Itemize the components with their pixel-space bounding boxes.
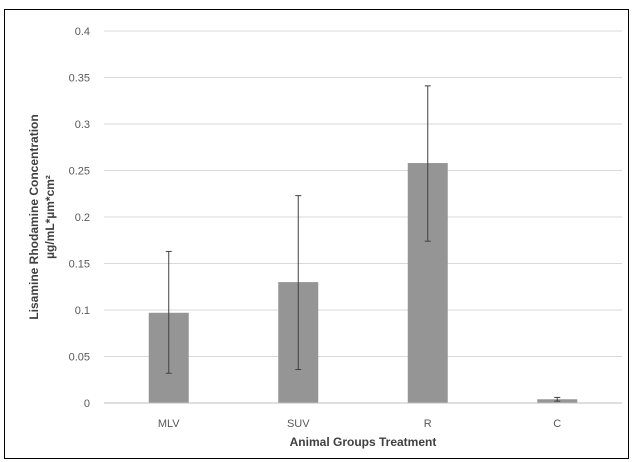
y-axis-title-line-1: Lisamine Rhodamine Concentration bbox=[27, 114, 41, 319]
bars bbox=[148, 163, 578, 403]
x-tick-label: MLV bbox=[158, 418, 180, 430]
y-tick-label: 0.4 bbox=[75, 26, 90, 38]
y-axis-title-line-2: µg/mL*µm*cm² bbox=[43, 175, 57, 259]
error-bar-suv bbox=[295, 195, 302, 371]
y-axis-tick-labels: 0 0.05 0.1 0.15 0.2 0.25 0.3 0.35 0.4 bbox=[69, 26, 90, 410]
y-tick-label: 0.2 bbox=[75, 212, 90, 224]
y-tick-label: 0.35 bbox=[69, 73, 90, 85]
error-bar-c bbox=[554, 396, 561, 402]
x-axis-tick-labels: MLV SUV R C bbox=[158, 418, 561, 430]
y-axis-title: Lisamine Rhodamine Concentration µg/mL*µ… bbox=[27, 114, 57, 319]
y-tick-label: 0.1 bbox=[75, 305, 90, 317]
gridlines bbox=[104, 30, 622, 357]
y-tick-label: 0.05 bbox=[69, 352, 90, 364]
error-bar-r bbox=[424, 85, 431, 242]
x-tick-label: SUV bbox=[287, 418, 310, 430]
error-bar-mlv bbox=[165, 250, 172, 374]
x-tick-label: C bbox=[553, 418, 561, 430]
y-tick-label: 0.25 bbox=[69, 166, 90, 178]
y-tick-label: 0.3 bbox=[75, 119, 90, 131]
y-tick-label: 0.15 bbox=[69, 259, 90, 271]
error-bars bbox=[165, 85, 561, 402]
x-axis-title: Animal Groups Treatment bbox=[290, 435, 437, 449]
y-tick-label: 0 bbox=[84, 398, 90, 410]
x-tick-label: R bbox=[424, 418, 432, 430]
